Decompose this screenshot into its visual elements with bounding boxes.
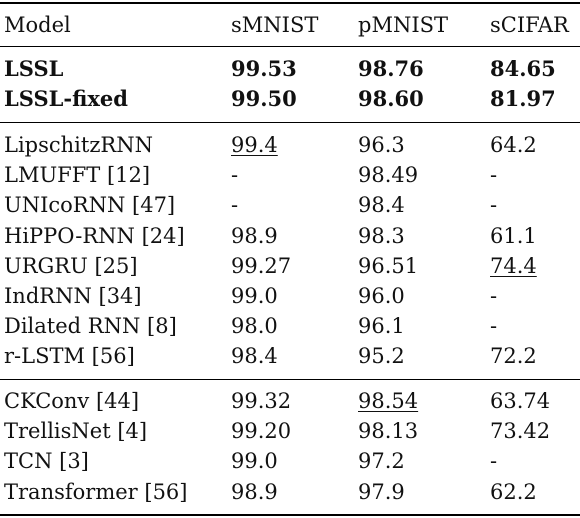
table-row: r-LSTM [56] 98.4 95.2 72.2 — [0, 341, 580, 371]
model-name: HiPPO-RNN [24] — [4, 223, 185, 248]
table-row: CKConv [44] 99.32 98.54 63.74 — [0, 386, 580, 416]
smnist-value: 98.9 — [231, 223, 278, 248]
scifar-value: - — [490, 163, 498, 188]
pmnist-value: 98.4 — [358, 193, 405, 218]
pmnist-value: 98.60 — [358, 86, 424, 112]
model-name: LMUFFT [12] — [4, 163, 151, 188]
smnist-value: - — [231, 163, 239, 188]
table-row: IndRNN [34] 99.0 96.0 - — [0, 281, 580, 311]
scifar-value: 63.74 — [490, 389, 551, 413]
header-smnist: sMNIST — [231, 13, 319, 37]
pmnist-value: 96.51 — [358, 253, 419, 278]
model-name: LipschitzRNN — [4, 133, 153, 157]
model-name: Dilated RNN [8] — [4, 314, 177, 339]
model-name: TrellisNet [4] — [4, 419, 148, 444]
smnist-value: 99.50 — [231, 86, 297, 112]
table-row: URGRU [25] 99.27 96.51 74.4 — [0, 251, 580, 281]
smnist-value: 99.53 — [231, 56, 297, 81]
pmnist-value: 97.9 — [358, 479, 405, 504]
scifar-value: 62.2 — [490, 479, 537, 504]
header-scifar: sCIFAR — [490, 13, 569, 37]
scifar-value: - — [490, 193, 498, 218]
smnist-value: 98.0 — [231, 314, 278, 339]
pmnist-value: 98.76 — [358, 56, 424, 81]
smnist-value: 98.4 — [231, 344, 278, 369]
smnist-value: 99.0 — [231, 449, 278, 474]
smnist-value: 99.0 — [231, 284, 278, 308]
scifar-value: - — [490, 284, 498, 308]
bottom-rule — [0, 514, 580, 516]
model-name: Transformer [56] — [4, 479, 188, 504]
header-rule — [0, 46, 580, 47]
smnist-value: 99.27 — [231, 253, 292, 278]
header-row: Model sMNIST pMNIST sCIFAR — [0, 10, 580, 40]
pmnist-value: 96.0 — [358, 284, 405, 308]
smnist-value: - — [231, 193, 239, 218]
pmnist-value: 97.2 — [358, 449, 405, 474]
pmnist-value: 98.49 — [358, 163, 419, 188]
smnist-value: 99.32 — [231, 389, 292, 413]
model-name: TCN [3] — [4, 449, 89, 474]
smnist-value: 99.20 — [231, 419, 292, 444]
pmnist-value: 96.3 — [358, 133, 405, 157]
group-rule-2 — [0, 379, 580, 380]
scifar-value: 61.1 — [490, 223, 537, 248]
table-row: LSSL-fixed 99.50 98.60 81.97 — [0, 84, 580, 114]
model-name: LSSL-fixed — [4, 86, 128, 112]
table-row: HiPPO-RNN [24] 98.9 98.3 61.1 — [0, 221, 580, 251]
scifar-value: - — [490, 314, 498, 339]
table-row: LMUFFT [12] - 98.49 - — [0, 160, 580, 190]
scifar-value: - — [490, 449, 498, 474]
group-rule-1 — [0, 122, 580, 123]
header-pmnist: pMNIST — [358, 13, 449, 37]
pmnist-value: 95.2 — [358, 344, 405, 369]
model-name: UNIcoRNN [47] — [4, 193, 176, 218]
header-model: Model — [4, 13, 71, 37]
scifar-value: 74.4 — [490, 253, 537, 278]
table-row: Transformer [56] 98.9 97.9 62.2 — [0, 477, 580, 507]
top-rule — [0, 2, 580, 4]
table-row: LSSL 99.53 98.76 84.65 — [0, 54, 580, 84]
pmnist-value: 98.3 — [358, 223, 405, 248]
table-row: UNIcoRNN [47] - 98.4 - — [0, 190, 580, 220]
scifar-value: 81.97 — [490, 86, 556, 112]
scifar-value: 64.2 — [490, 133, 537, 157]
scifar-value: 72.2 — [490, 344, 537, 369]
model-name: LSSL — [4, 56, 64, 81]
pmnist-value: 98.54 — [358, 389, 419, 413]
scifar-value: 73.42 — [490, 419, 551, 444]
table-row: TrellisNet [4] 99.20 98.13 73.42 — [0, 416, 580, 446]
smnist-value: 98.9 — [231, 479, 278, 504]
table-row: Dilated RNN [8] 98.0 96.1 - — [0, 311, 580, 341]
model-name: r-LSTM [56] — [4, 344, 135, 369]
pmnist-value: 98.13 — [358, 419, 419, 444]
pmnist-value: 96.1 — [358, 314, 405, 339]
smnist-value: 99.4 — [231, 133, 278, 157]
model-name: IndRNN [34] — [4, 284, 142, 308]
model-name: URGRU [25] — [4, 253, 138, 278]
scifar-value: 84.65 — [490, 56, 556, 81]
model-name: CKConv [44] — [4, 389, 140, 413]
table-row: TCN [3] 99.0 97.2 - — [0, 446, 580, 476]
table-row: LipschitzRNN 99.4 96.3 64.2 — [0, 130, 580, 160]
